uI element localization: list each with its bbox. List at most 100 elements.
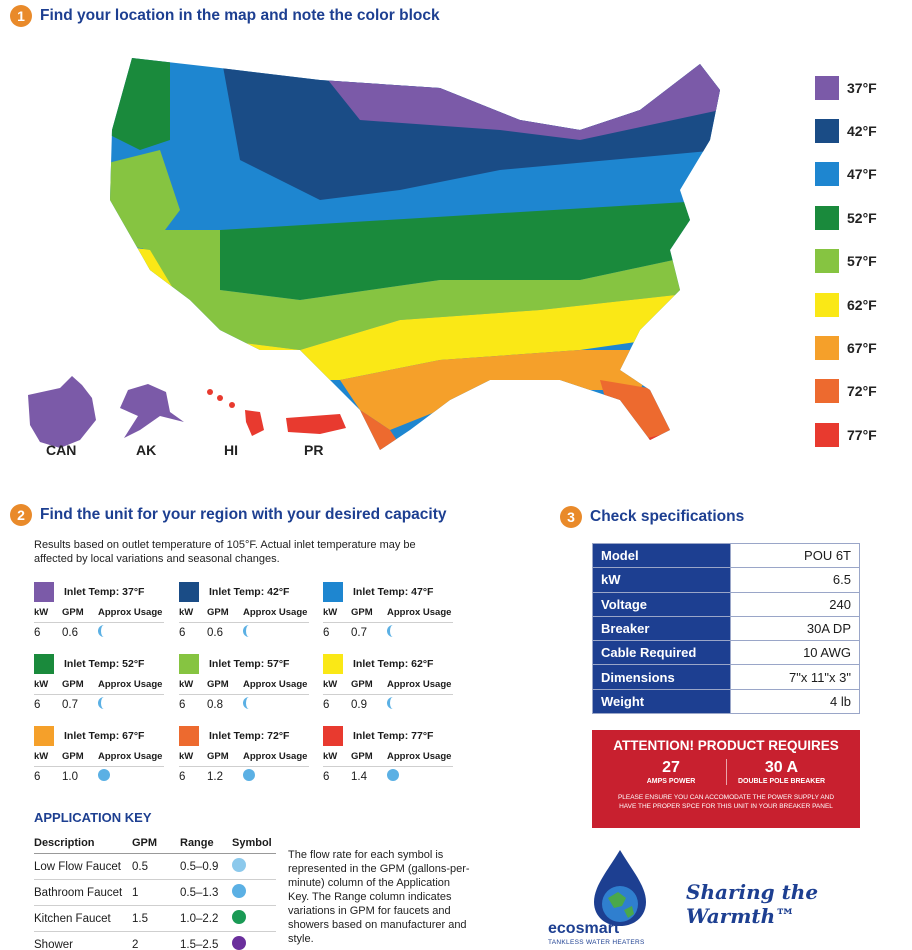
col-description: Description — [34, 834, 132, 854]
kw-header: kW — [179, 679, 194, 690]
inlet-temp: Inlet Temp: 62°F — [353, 658, 434, 670]
gpm-header: GPM — [351, 607, 373, 618]
kw-header: kW — [179, 607, 194, 618]
legend-label: 37°F — [847, 79, 877, 96]
row-description: Low Flow Faucet — [34, 853, 132, 880]
row-gpm: 2 — [132, 931, 180, 950]
legend-label: 77°F — [847, 426, 877, 443]
legend-item: 42°F — [815, 109, 905, 152]
attention-title: ATTENTION! PRODUCT REQUIRES — [613, 738, 839, 753]
kw-header: kW — [323, 679, 338, 690]
spec-table: Model POU 6T kW 6.5 Voltage 240 Breaker 30A… — [592, 542, 860, 715]
inlet-temp: Inlet Temp: 37°F — [64, 586, 145, 598]
kw-value: 6 — [323, 626, 330, 639]
row-description: Kitchen Faucet — [34, 905, 132, 932]
row-description: Bathroom Faucet — [34, 879, 132, 906]
usage-header: Approx Usage — [387, 679, 452, 690]
low-flow-faucet-icon — [387, 697, 399, 709]
spec-row: Weight 4 lb — [592, 688, 860, 715]
symbol-icon — [232, 910, 246, 924]
legend-swatch — [815, 422, 839, 447]
legend-item: 62°F — [815, 283, 905, 326]
inlet-swatch — [34, 726, 54, 746]
inlet-temp: Inlet Temp: 42°F — [209, 586, 290, 598]
legend-swatch — [815, 336, 839, 361]
row-description: Shower — [34, 931, 132, 950]
spec-value: 240 — [730, 591, 860, 617]
inlet-swatch — [34, 654, 54, 674]
spec-value: 10 AWG — [730, 640, 860, 666]
legend-label: 52°F — [847, 209, 877, 226]
kw-value: 6 — [179, 770, 186, 783]
inlet-swatch — [323, 582, 343, 602]
amps-value: 27 — [662, 759, 680, 776]
kw-value: 6 — [323, 770, 330, 783]
step-title: Find the unit for your region with your … — [40, 506, 447, 523]
kw-header: kW — [34, 607, 49, 618]
legend-label: 62°F — [847, 296, 877, 313]
application-key-table: Description GPM Range Symbol Low Flow Fa… — [34, 834, 276, 950]
kw-header: kW — [34, 679, 49, 690]
inlet-temp: Inlet Temp: 47°F — [353, 586, 434, 598]
spec-key: Weight — [592, 688, 731, 715]
spec-row: Model POU 6T — [592, 542, 860, 569]
legend-label: 72°F — [847, 383, 877, 400]
kw-value: 6 — [34, 698, 41, 711]
spec-key: Voltage — [592, 591, 731, 617]
row-gpm: 0.5 — [132, 853, 180, 880]
spec-value: 4 lb — [730, 688, 860, 715]
col-gpm: GPM — [132, 834, 180, 854]
spec-row: kW 6.5 — [592, 567, 860, 593]
legend-item: 47°F — [815, 153, 905, 196]
step-1-header: 1 Find your location in the map and note… — [10, 5, 440, 27]
inlet-temp: Inlet Temp: 52°F — [64, 658, 145, 670]
attention-note: PLEASE ENSURE YOU CAN ACCOMODATE THE POW… — [617, 794, 835, 810]
gpm-value: 0.7 — [62, 698, 78, 711]
low-flow-faucet-icon — [387, 625, 399, 637]
spec-value: 7"x 11"x 3" — [730, 664, 860, 690]
legend-swatch — [815, 249, 839, 274]
symbol-icon — [232, 936, 246, 950]
gpm-header: GPM — [351, 751, 373, 762]
step-number: 3 — [560, 506, 582, 528]
step-2-header: 2 Find the unit for your region with you… — [10, 504, 447, 526]
gpm-header: GPM — [62, 751, 84, 762]
kw-value: 6 — [34, 626, 41, 639]
attention-box: ATTENTION! PRODUCT REQUIRES 27 AMPS POWE… — [592, 730, 860, 828]
col-symbol: Symbol — [232, 834, 276, 854]
low-flow-faucet-icon — [243, 697, 255, 709]
ecosmart-drop-logo — [594, 850, 646, 926]
label-pr: PR — [304, 442, 324, 458]
capacity-cell: Inlet Temp: 72°F kW GPM Approx Usage 6 1… — [179, 726, 309, 784]
inlet-temp: Inlet Temp: 72°F — [209, 730, 290, 742]
kw-header: kW — [34, 751, 49, 762]
spec-value: POU 6T — [730, 542, 860, 569]
legend-swatch — [815, 75, 839, 100]
kw-value: 6 — [323, 698, 330, 711]
legend-item: 77°F — [815, 413, 905, 456]
usage-header: Approx Usage — [98, 607, 163, 618]
legend-item: 37°F — [815, 66, 905, 109]
capacity-cell: Inlet Temp: 67°F kW GPM Approx Usage 6 1… — [34, 726, 164, 784]
inlet-swatch — [34, 582, 54, 602]
legend-swatch — [815, 205, 839, 230]
gpm-value: 1.2 — [207, 770, 223, 783]
inlet-swatch — [323, 726, 343, 746]
legend-item: 52°F — [815, 196, 905, 239]
spec-key: Model — [592, 542, 731, 569]
low-flow-faucet-icon — [98, 697, 110, 709]
inlet-swatch — [323, 654, 343, 674]
capacity-cell: Inlet Temp: 62°F kW GPM Approx Usage 6 0… — [323, 654, 453, 712]
legend-swatch — [815, 292, 839, 317]
breaker-stat: 30 A DOUBLE POLE BREAKER — [726, 759, 836, 785]
spec-row: Breaker 30A DP — [592, 615, 860, 642]
spec-value: 30A DP — [730, 615, 860, 642]
legend-swatch — [815, 162, 839, 187]
application-key-row: Kitchen Faucet 1.5 1.0–2.2 — [34, 905, 276, 932]
gpm-value: 1.0 — [62, 770, 78, 783]
label-hi: HI — [224, 442, 238, 458]
application-key-note: The flow rate for each symbol is represe… — [288, 849, 470, 945]
usage-header: Approx Usage — [98, 751, 163, 762]
legend-label: 67°F — [847, 340, 877, 357]
step-title: Check specifications — [590, 508, 745, 525]
